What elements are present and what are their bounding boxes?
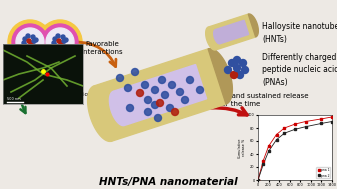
Circle shape xyxy=(32,39,36,43)
Circle shape xyxy=(8,20,52,64)
Circle shape xyxy=(228,60,236,67)
Circle shape xyxy=(57,39,61,43)
Circle shape xyxy=(46,28,74,56)
Text: Favorable
interactions: Favorable interactions xyxy=(81,41,123,55)
Circle shape xyxy=(61,35,65,39)
Circle shape xyxy=(242,67,248,74)
Circle shape xyxy=(136,90,144,97)
Circle shape xyxy=(152,101,158,108)
Circle shape xyxy=(186,77,193,84)
Circle shape xyxy=(152,87,158,94)
pna 2 xyxy=(319,122,324,125)
Circle shape xyxy=(56,34,60,38)
pna 2 xyxy=(256,179,260,181)
Circle shape xyxy=(168,81,176,88)
Circle shape xyxy=(158,77,165,84)
Circle shape xyxy=(26,34,30,38)
Polygon shape xyxy=(248,14,258,37)
pna 1 xyxy=(304,120,308,123)
Circle shape xyxy=(23,37,27,41)
Circle shape xyxy=(177,88,184,95)
Y-axis label: Cumulative
release %: Cumulative release % xyxy=(238,137,246,158)
Polygon shape xyxy=(215,20,249,44)
Line: pna 1: pna 1 xyxy=(257,116,333,181)
Circle shape xyxy=(145,108,152,115)
Text: HNTs/PNA nanomaterial: HNTs/PNA nanomaterial xyxy=(99,177,237,187)
Circle shape xyxy=(22,41,26,45)
pna 2 xyxy=(274,139,278,141)
Text: Selectivity in the interaction
with HNTs surfaces: Selectivity in the interaction with HNTs… xyxy=(3,92,92,104)
pna 2 xyxy=(330,120,334,123)
Polygon shape xyxy=(110,91,124,126)
Circle shape xyxy=(58,46,62,50)
pna 1 xyxy=(319,118,324,120)
pna 2 xyxy=(304,125,308,128)
Circle shape xyxy=(117,74,123,81)
Circle shape xyxy=(52,41,56,45)
pna 2 xyxy=(293,128,297,130)
Circle shape xyxy=(156,99,163,106)
Circle shape xyxy=(161,91,168,98)
Text: Slow and sustained release
over the time: Slow and sustained release over the time xyxy=(213,93,308,107)
pna 2 xyxy=(261,163,265,166)
pna 1 xyxy=(274,133,278,136)
Circle shape xyxy=(131,68,139,75)
Circle shape xyxy=(24,44,28,48)
Text: 500 nm: 500 nm xyxy=(7,97,21,101)
Circle shape xyxy=(29,41,33,45)
Circle shape xyxy=(166,105,174,112)
Polygon shape xyxy=(113,65,207,125)
Circle shape xyxy=(231,71,238,78)
Circle shape xyxy=(224,67,232,74)
Circle shape xyxy=(142,81,149,88)
Text: Halloysite nanotubes
(HNTs): Halloysite nanotubes (HNTs) xyxy=(262,22,337,44)
Polygon shape xyxy=(208,14,256,50)
Circle shape xyxy=(42,24,78,60)
Circle shape xyxy=(28,46,32,50)
Circle shape xyxy=(240,60,246,67)
pna 1 xyxy=(330,116,334,118)
Circle shape xyxy=(12,24,48,60)
Circle shape xyxy=(64,38,68,42)
pna 1 xyxy=(282,127,286,129)
Circle shape xyxy=(62,39,66,43)
Circle shape xyxy=(124,84,131,91)
Circle shape xyxy=(16,28,44,56)
Circle shape xyxy=(53,37,57,41)
Polygon shape xyxy=(88,86,112,141)
Circle shape xyxy=(31,35,35,39)
pna 2 xyxy=(267,150,271,153)
Circle shape xyxy=(172,108,179,115)
Circle shape xyxy=(59,41,63,45)
Circle shape xyxy=(182,97,188,104)
pna 1 xyxy=(293,123,297,125)
Polygon shape xyxy=(94,49,226,141)
pna 2 xyxy=(282,132,286,134)
Circle shape xyxy=(54,44,58,48)
Polygon shape xyxy=(208,49,233,104)
Circle shape xyxy=(196,87,204,94)
pna 1 xyxy=(256,179,260,181)
Circle shape xyxy=(27,39,31,43)
Circle shape xyxy=(126,105,133,112)
Polygon shape xyxy=(206,27,216,50)
Circle shape xyxy=(32,44,36,48)
Circle shape xyxy=(234,64,241,71)
Legend: pna 1, pna 2: pna 1, pna 2 xyxy=(316,167,331,178)
Circle shape xyxy=(62,44,66,48)
pna 1 xyxy=(261,159,265,162)
Circle shape xyxy=(38,20,82,64)
Circle shape xyxy=(234,57,241,64)
Polygon shape xyxy=(214,30,220,44)
Text: Differently charged
peptide nucleic acids
(PNAs): Differently charged peptide nucleic acid… xyxy=(262,53,337,87)
Circle shape xyxy=(237,71,244,78)
pna 1 xyxy=(267,145,271,147)
Line: pna 2: pna 2 xyxy=(257,120,333,181)
Circle shape xyxy=(154,115,161,122)
Circle shape xyxy=(145,97,152,104)
Circle shape xyxy=(34,38,38,42)
